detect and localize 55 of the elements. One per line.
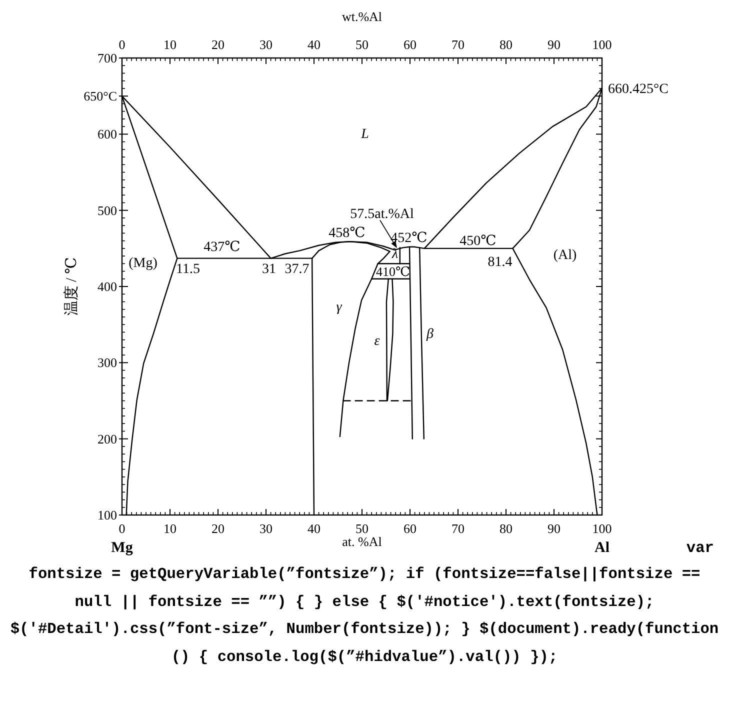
x-tick-label: 80 bbox=[500, 521, 512, 536]
annotation: L bbox=[360, 127, 370, 142]
x-tick-label: 50 bbox=[356, 521, 368, 536]
x-tick-label: 30 bbox=[260, 521, 272, 536]
annotation: 57.5at.%Al bbox=[350, 207, 414, 222]
x2-tick-label: 90 bbox=[548, 37, 560, 52]
text: var bbox=[686, 538, 714, 559]
annotation: 11.5 bbox=[176, 262, 200, 277]
annotation: λ bbox=[390, 247, 398, 262]
y-tick-label: 400 bbox=[98, 279, 117, 294]
x2-tick-label: 70 bbox=[452, 37, 464, 52]
y-tick-label: 700 bbox=[98, 50, 117, 66]
x2-tick-label: 20 bbox=[212, 37, 224, 52]
annotation: 458℃ bbox=[328, 226, 366, 241]
annotation: Mg bbox=[111, 540, 134, 556]
y-tick-label: 650°C bbox=[84, 88, 117, 104]
annotation: 410℃ bbox=[376, 264, 410, 279]
x-tick-label: 10 bbox=[164, 521, 176, 536]
annotation: 450℃ bbox=[460, 234, 496, 249]
annotation: 452℃ bbox=[390, 231, 428, 246]
annotation: 81.4 bbox=[488, 255, 512, 270]
annotation: Al bbox=[594, 540, 610, 556]
annotation: γ bbox=[336, 300, 342, 315]
annotation: 37.7 bbox=[284, 262, 310, 277]
x2-tick-label: 80 bbox=[500, 37, 512, 52]
y-axis-title: 温度 / ℃ bbox=[63, 257, 80, 316]
annotation: 31 bbox=[262, 262, 276, 277]
x-tick-label: 20 bbox=[212, 521, 224, 536]
x-axis-title: at. %Al bbox=[342, 534, 382, 549]
annotation: ε bbox=[374, 334, 380, 349]
x-tick-label: 60 bbox=[404, 521, 416, 536]
annotation: β bbox=[426, 327, 434, 342]
x2-tick-label: 50 bbox=[356, 37, 368, 52]
x2-tick-label: 60 bbox=[404, 37, 416, 52]
annotation: (Mg) bbox=[128, 256, 158, 271]
annotation: 437℃ bbox=[204, 240, 240, 255]
x-tick-label: 40 bbox=[308, 521, 320, 536]
annotation: (Al) bbox=[553, 248, 577, 263]
annotation: 660.425°C bbox=[608, 82, 668, 98]
y-tick-label: 600 bbox=[98, 126, 117, 142]
x2-tick-label: 10 bbox=[164, 37, 176, 52]
y-tick-label: 100 bbox=[98, 508, 117, 522]
x-tick-label: 90 bbox=[548, 521, 560, 536]
x2-tick-label: 100 bbox=[592, 37, 612, 52]
y-tick-label: 200 bbox=[98, 431, 117, 446]
x-tick-label: 100 bbox=[592, 521, 612, 536]
x2-tick-label: 40 bbox=[308, 37, 320, 52]
x2-axis-title: wt.%Al bbox=[342, 9, 382, 24]
x2-tick-label: 0 bbox=[118, 37, 126, 52]
y-tick-label: 500 bbox=[98, 202, 117, 218]
x-tick-label: 0 bbox=[118, 521, 126, 536]
x2-tick-label: 30 bbox=[260, 37, 272, 52]
y-tick-label: 300 bbox=[98, 355, 117, 370]
x-tick-label: 70 bbox=[452, 521, 464, 536]
text: fontsize = getQueryVariable(”fontsize”); if (fontsize==false||fontsize == null || fontsize == ””) { } else { $('#notice').text(fontsize); $('#Detail').css(”font-size”, Number(fontsize)); } $(document).ready(function () { console.log($(”#hidvalue”).val()) }); bbox=[9, 564, 720, 668]
